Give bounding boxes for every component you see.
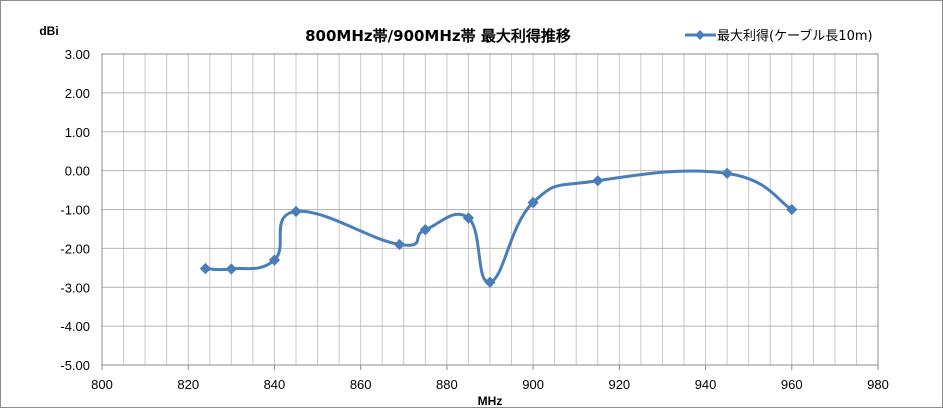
data-point [290,205,302,218]
y-axis-ticks: 3.00 2.00 1.00 0.00 -1.00 -2.00 -3.00 -4.00 -5.0… [60,47,90,373]
y-axis-label: dBi [39,24,58,38]
series-line [205,169,793,284]
data-point [484,276,496,288]
legend-label: 最大利得(ケーブル長10m) [717,28,873,44]
data-point [527,196,539,209]
data-point [592,175,604,187]
x-tick-label: 940 [695,377,717,392]
data-point [786,203,798,216]
data-point [268,254,281,266]
data-point [462,212,475,224]
x-tick-label: 980 [867,377,889,392]
x-tick-label: 960 [781,377,803,392]
x-tick-label: 900 [522,377,544,392]
data-point [419,224,431,236]
x-tick-label: 800 [91,377,113,392]
data-point [225,263,237,275]
data-point [393,238,406,251]
x-axis-ticks: 800 820 840 860 880 900 920 940 960 980 [91,365,889,392]
x-tick-label: 840 [264,377,286,392]
x-tick-label: 860 [350,377,372,392]
x-tick-label: 920 [608,377,630,392]
x-tick-label: 820 [177,377,199,392]
x-axis-label: MHz [478,394,503,407]
grid [102,53,878,366]
y-tick-label: -2.00 [60,241,90,256]
y-tick-label: 1.00 [65,125,90,140]
y-tick-label: 2.00 [65,86,90,101]
y-tick-label: -4.00 [60,319,90,334]
legend-marker [695,30,705,40]
data-point [199,262,212,275]
data-point [721,167,733,180]
x-tick-label: 880 [436,377,458,392]
legend: 最大利得(ケーブル長10m) [685,28,873,44]
y-tick-label: 0.00 [65,164,90,179]
series [199,167,798,288]
y-tick-label: -3.00 [60,280,90,295]
y-tick-label: 3.00 [65,47,90,62]
y-tick-label: -1.00 [60,203,90,218]
y-tick-label: -5.00 [60,358,90,373]
plot-area [101,53,879,366]
chart-title: 800MHz帯/900MHz帯 最大利得推移 [305,27,571,45]
